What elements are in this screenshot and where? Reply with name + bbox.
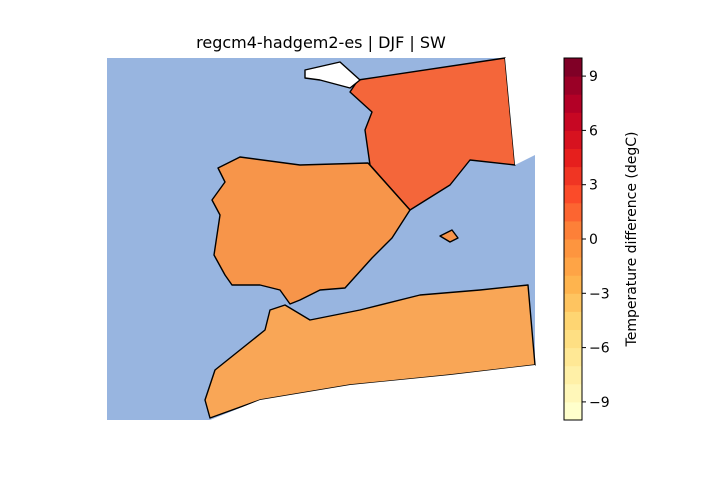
colorbar-band bbox=[564, 202, 582, 222]
colorbar-band bbox=[564, 401, 582, 421]
colorbar-band bbox=[564, 275, 582, 294]
iberia bbox=[211, 156, 411, 305]
colorbar-band bbox=[564, 293, 582, 312]
colorbar-band bbox=[564, 220, 582, 240]
colorbar-band bbox=[564, 383, 582, 403]
colorbar-band bbox=[564, 311, 582, 330]
colorbar-band bbox=[564, 166, 582, 186]
outside-domain bbox=[210, 365, 535, 420]
colorbar-band bbox=[564, 329, 582, 349]
colorbar-band bbox=[564, 184, 582, 204]
outside-domain bbox=[505, 58, 535, 165]
colorbar-tick-label: −3 bbox=[589, 286, 610, 302]
map-title: regcm4-hadgem2-es | DJF | SW bbox=[196, 33, 446, 52]
colorbar-tick-label: −6 bbox=[589, 341, 610, 357]
colorbar-band bbox=[564, 112, 582, 131]
colorbar-tick-label: −9 bbox=[589, 395, 610, 411]
colorbar-band bbox=[564, 257, 582, 276]
colorbar-band bbox=[564, 347, 582, 367]
colorbar-tick-label: 0 bbox=[589, 232, 598, 248]
colorbar-band bbox=[564, 365, 582, 385]
colorbar-band bbox=[564, 58, 582, 77]
colorbar-band bbox=[564, 148, 582, 168]
colorbar-band bbox=[564, 130, 582, 149]
colorbar-tick-label: 9 bbox=[589, 69, 598, 85]
map bbox=[107, 57, 536, 420]
colorbar-band bbox=[564, 239, 582, 258]
colorbar-tick-label: 6 bbox=[589, 123, 598, 139]
colorbar-label: Temperature difference (degC) bbox=[624, 132, 640, 348]
balearic bbox=[439, 229, 459, 243]
colorbar-band bbox=[564, 94, 582, 113]
outside-domain bbox=[304, 61, 361, 89]
colorbar-band bbox=[564, 76, 582, 95]
colorbar-tick-label: 3 bbox=[589, 178, 598, 194]
